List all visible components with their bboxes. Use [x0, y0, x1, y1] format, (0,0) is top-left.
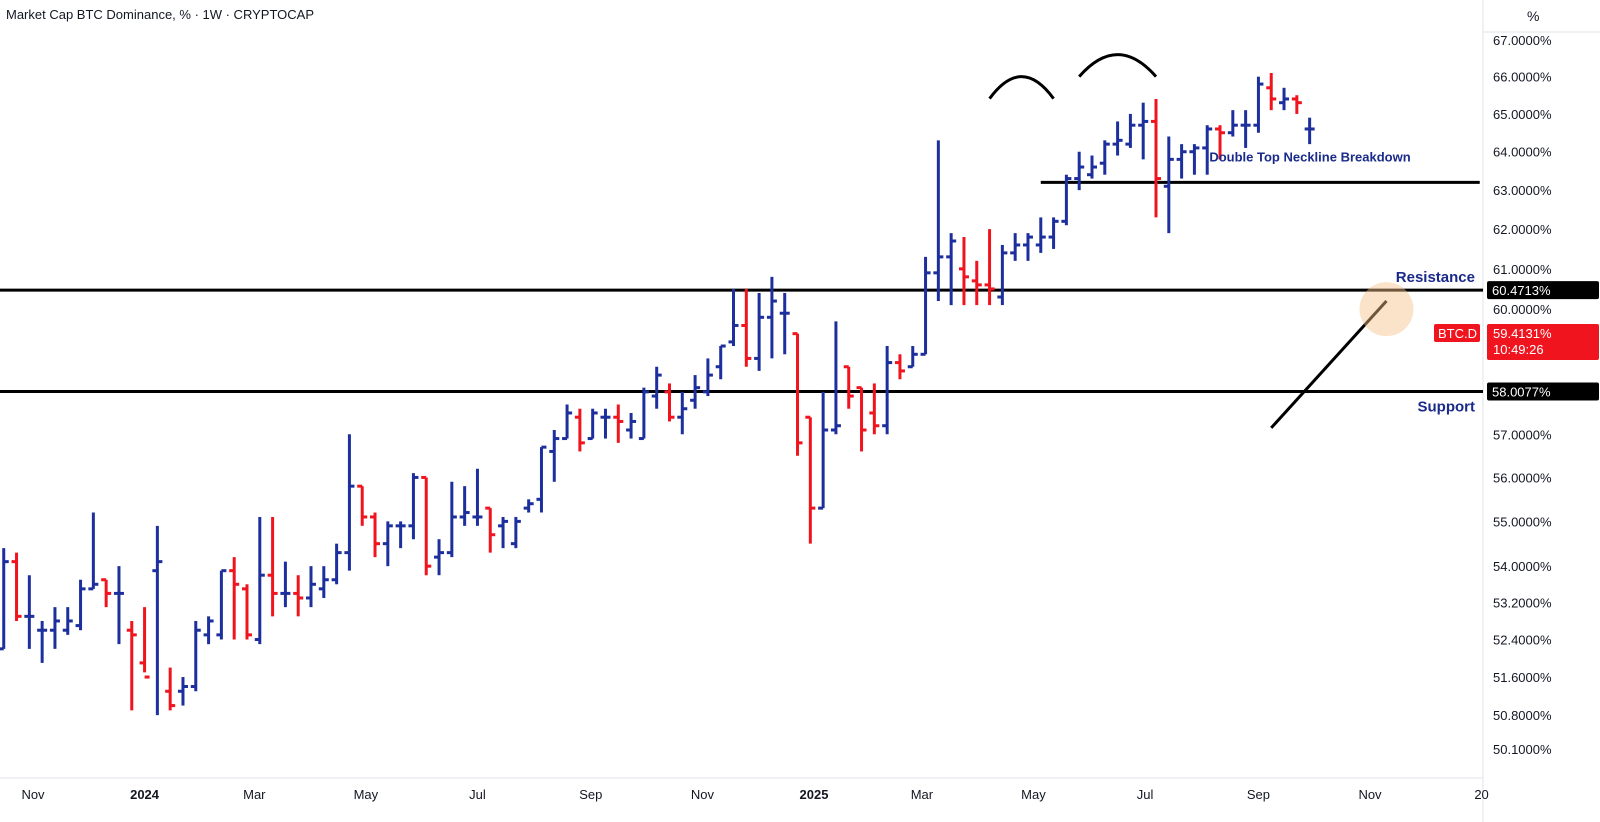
- time-tick-label: 2024: [130, 787, 160, 802]
- price-tick-label: 64.0000%: [1493, 145, 1552, 160]
- resistance-price-label: 60.4713%: [1492, 283, 1551, 298]
- current-price-label: 59.4131%: [1493, 326, 1552, 341]
- time-tick-label: Nov: [691, 787, 715, 802]
- price-tick-label: 51.6000%: [1493, 670, 1552, 685]
- price-tick-label: 50.8000%: [1493, 708, 1552, 723]
- price-tick-label: 57.0000%: [1493, 427, 1552, 442]
- time-tick-label: Sep: [579, 787, 602, 802]
- price-tick-label: 54.0000%: [1493, 559, 1552, 574]
- time-tick-label: Jul: [1137, 787, 1154, 802]
- price-tick-label: 60.0000%: [1493, 302, 1552, 317]
- time-tick-label: Sep: [1247, 787, 1270, 802]
- price-tick-label: 55.0000%: [1493, 514, 1552, 529]
- resistance-annotation: Resistance: [1396, 269, 1475, 286]
- time-tick-label: Mar: [243, 787, 266, 802]
- support-price-badge: [1487, 382, 1599, 401]
- neckline-annotation: Double Top Neckline Breakdown: [1209, 149, 1410, 164]
- resistance-price-badge: [1487, 281, 1599, 300]
- time-tick-label: 20: [1474, 787, 1488, 802]
- time-tick-label: Mar: [911, 787, 934, 802]
- price-tick-label: 53.2000%: [1493, 596, 1552, 611]
- time-tick-label: May: [1021, 787, 1046, 802]
- price-tick-label: 66.0000%: [1493, 70, 1552, 85]
- time-tick-label: Nov: [21, 787, 45, 802]
- double-top-arc: [988, 75, 1055, 100]
- support-annotation: Support: [1418, 399, 1476, 416]
- price-tick-label: 63.0000%: [1493, 183, 1552, 198]
- symbol-tag-label: BTC.D: [1438, 326, 1477, 341]
- price-tick-label: 50.1000%: [1493, 742, 1552, 757]
- current-price-badge: [1487, 324, 1599, 360]
- time-tick-label: Nov: [1358, 787, 1382, 802]
- price-tick-label: 62.0000%: [1493, 222, 1552, 237]
- symbol-tag: [1434, 324, 1480, 342]
- double-top-arc: [1078, 53, 1158, 78]
- price-tick-label: 52.4000%: [1493, 633, 1552, 648]
- chart-title: Market Cap BTC Dominance, % · 1W · CRYPT…: [6, 7, 314, 22]
- price-tick-label: 56.0000%: [1493, 470, 1552, 485]
- price-tick-label: 67.0000%: [1493, 33, 1552, 48]
- price-tick-label: 61.0000%: [1493, 262, 1552, 277]
- uptrend-line: [1270, 300, 1388, 429]
- time-tick-label: May: [354, 787, 379, 802]
- support-price-label: 58.0077%: [1492, 385, 1551, 400]
- price-tick-label: 65.0000%: [1493, 107, 1552, 122]
- time-tick-label: 2025: [800, 787, 829, 802]
- time-tick-label: Jul: [469, 787, 486, 802]
- breakdown-highlight-circle: [1359, 282, 1414, 337]
- bar-countdown-label: 10:49:26: [1493, 342, 1544, 357]
- price-axis-unit[interactable]: %: [1527, 8, 1540, 24]
